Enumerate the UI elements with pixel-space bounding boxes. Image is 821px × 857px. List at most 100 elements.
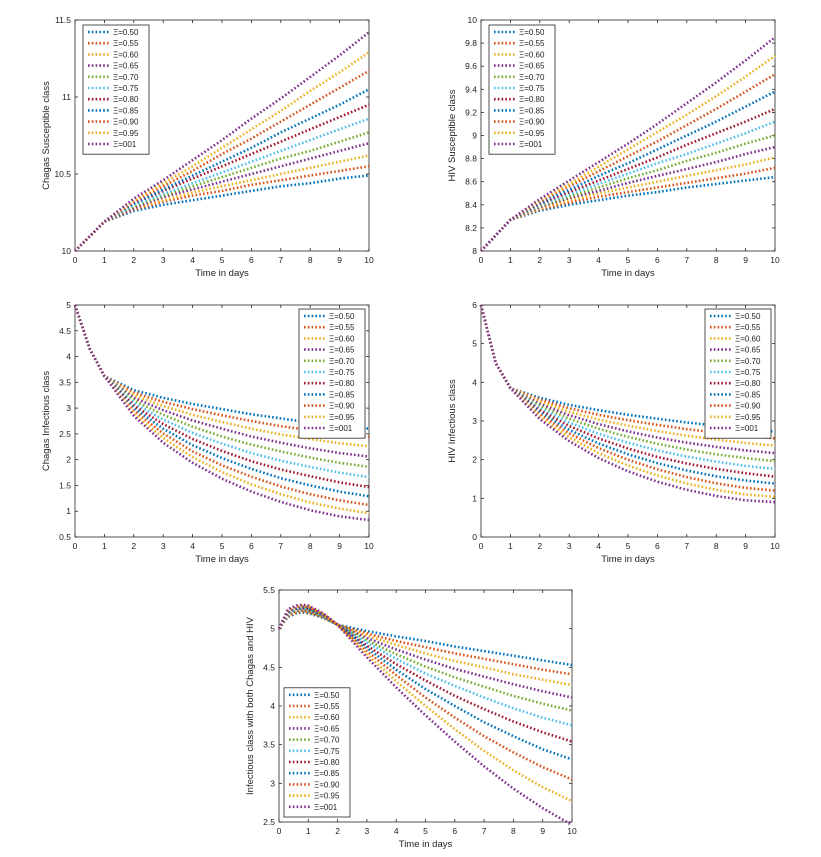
x-tick-label: 0 — [73, 541, 78, 551]
legend-entry: Ξ=0.95 — [329, 413, 355, 422]
y-tick-label: 5 — [270, 624, 275, 634]
legend-entry: Ξ=0.95 — [519, 129, 545, 138]
y-tick-label: 11 — [62, 92, 71, 102]
y-tick-label: 5 — [66, 300, 71, 310]
y-tick-label: 3 — [472, 416, 477, 426]
legend-entry: Ξ=0.90 — [735, 402, 761, 411]
x-tick-label: 7 — [684, 541, 689, 551]
legend-entry: Ξ=0.50 — [113, 28, 139, 37]
legend-entry: Ξ=0.50 — [735, 312, 761, 321]
legend-entry: Ξ=0.60 — [519, 50, 545, 59]
y-tick-label: 1.5 — [59, 480, 71, 490]
series-line-5 — [277, 607, 573, 712]
x-tick-label: 9 — [743, 255, 748, 265]
chart-chagas-infectious: 0 1 2 3 4 5 6 7 8 9 10 0.5 1 1.5 2 2.5 3 3.5 4 4.5 5 Time in … — [41, 300, 374, 565]
y-tick-label: 11.5 — [55, 15, 71, 25]
legend-entry: Ξ=0.70 — [113, 73, 139, 82]
x-tick-label: 5 — [220, 541, 225, 551]
y-axis-label: Chagas Infectious class — [41, 371, 52, 472]
series-line-5 — [73, 304, 370, 469]
x-tick-label: 8 — [714, 541, 719, 551]
legend-entry: Ξ=0.60 — [314, 713, 340, 722]
x-tick-label: 6 — [452, 826, 457, 836]
y-tick-label: 2 — [66, 455, 71, 465]
x-tick-label: 3 — [567, 255, 572, 265]
x-tick-label: 6 — [249, 255, 254, 265]
legend-entry: Ξ=0.75 — [329, 368, 355, 377]
legend-entry: Ξ=0.70 — [314, 736, 340, 745]
series-line-4 — [277, 608, 573, 699]
legend-entry: Ξ=0.70 — [519, 73, 545, 82]
x-tick-label: 8 — [511, 826, 516, 836]
legend-entry: Ξ=0.65 — [113, 62, 139, 71]
x-tick-label: 9 — [337, 541, 342, 551]
legend-entry: Ξ=0.95 — [113, 129, 139, 138]
y-tick-label: 5.5 — [263, 585, 275, 595]
y-tick-label: 9.2 — [465, 107, 477, 117]
x-tick-label: 4 — [596, 541, 601, 551]
legend-entry: Ξ=0.75 — [519, 84, 545, 93]
x-tick-label: 7 — [278, 255, 283, 265]
legend-entry: Ξ=0.80 — [113, 95, 139, 104]
x-tick-label: 8 — [308, 255, 313, 265]
y-tick-label: 9.6 — [465, 61, 477, 71]
y-tick-label: 3 — [270, 778, 275, 788]
y-tick-label: 4 — [66, 352, 71, 362]
legend-entry: Ξ=0.80 — [314, 758, 340, 767]
legend-entry: Ξ=0.85 — [314, 769, 340, 778]
legend-entry: Ξ=0.60 — [329, 334, 355, 343]
legend-entry: Ξ=0.60 — [113, 50, 139, 59]
legend-entry: Ξ=0.65 — [314, 724, 340, 733]
legend-entry: Ξ=0.55 — [329, 323, 355, 332]
y-tick-label: 3 — [66, 403, 71, 413]
y-tick-label: 8.2 — [465, 223, 477, 233]
y-tick-label: 2 — [472, 455, 477, 465]
x-tick-label: 6 — [655, 541, 660, 551]
x-tick-label: 7 — [684, 255, 689, 265]
series-line-9 — [277, 604, 573, 781]
x-tick-label: 5 — [626, 255, 631, 265]
series-line-10 — [277, 604, 573, 803]
legend-entry: Ξ=0.55 — [735, 323, 761, 332]
x-tick-label: 2 — [335, 826, 340, 836]
y-tick-label: 0.5 — [59, 532, 71, 542]
legend-entry: Ξ=0.55 — [113, 39, 139, 48]
legend-entry: Ξ=0.85 — [329, 390, 355, 399]
y-tick-label: 9 — [472, 131, 477, 141]
legend-box — [298, 308, 366, 439]
legend-entry: Ξ=0.90 — [329, 402, 355, 411]
x-tick-label: 4 — [190, 541, 195, 551]
x-tick-label: 1 — [508, 255, 513, 265]
series-line-11 — [74, 31, 370, 252]
x-tick-label: 2 — [131, 541, 136, 551]
y-tick-label: 5 — [472, 339, 477, 349]
legend: Ξ=0.50 Ξ=0.55 Ξ=0.60 Ξ=0.65 Ξ=0.70 Ξ=0.75 Ξ=0.… — [704, 308, 772, 439]
legend-entry: Ξ=001 — [314, 803, 338, 812]
legend-entry: Ξ=0.50 — [519, 28, 545, 37]
y-tick-label: 2.5 — [263, 817, 275, 827]
legend-entry: Ξ=0.65 — [519, 62, 545, 71]
legend-entry: Ξ=0.70 — [329, 357, 355, 366]
x-tick-label: 10 — [770, 541, 780, 551]
y-tick-label: 3.5 — [59, 377, 71, 387]
legend-entry: Ξ=0.90 — [519, 118, 545, 127]
series-line-6 — [73, 304, 370, 479]
x-tick-label: 3 — [161, 541, 166, 551]
y-axis-label: HIV Susceptible class — [447, 89, 458, 181]
series-line-6 — [74, 117, 370, 252]
x-tick-label: 3 — [567, 541, 572, 551]
legend-entry: Ξ=0.65 — [735, 346, 761, 355]
legend-box — [82, 24, 150, 155]
series-line-7 — [73, 304, 370, 489]
x-tick-label: 7 — [482, 826, 487, 836]
legend-entry: Ξ=0.80 — [735, 379, 761, 388]
series-line-8 — [73, 304, 370, 498]
y-tick-label: 0 — [472, 532, 477, 542]
legend-entry: Ξ=0.85 — [735, 390, 761, 399]
legend: Ξ=0.50 Ξ=0.55 Ξ=0.60 Ξ=0.65 Ξ=0.70 Ξ=0.75 Ξ=0.… — [298, 308, 366, 439]
y-tick-label: 1 — [472, 493, 477, 503]
legend-box — [283, 687, 351, 818]
y-axis-label: Infectious class with both Chagas and HI… — [245, 616, 256, 795]
y-tick-label: 9.4 — [465, 84, 477, 94]
